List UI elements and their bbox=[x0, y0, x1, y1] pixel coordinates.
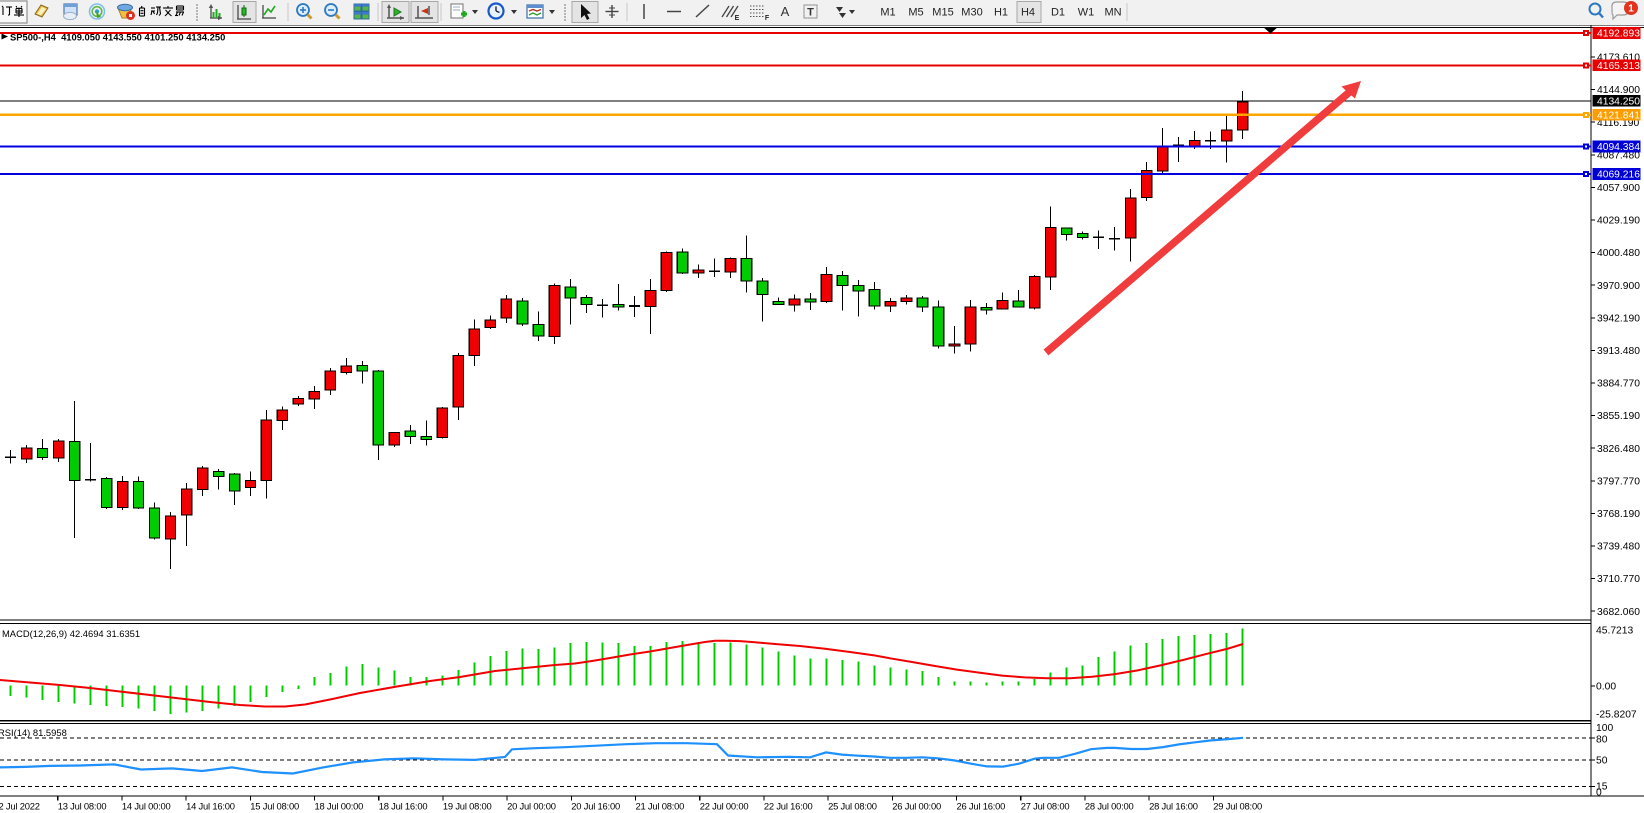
svg-text:W1: W1 bbox=[1078, 7, 1095, 19]
svg-text:4121.841: 4121.841 bbox=[1597, 110, 1640, 121]
svg-text:3855.190: 3855.190 bbox=[1597, 411, 1640, 422]
svg-text:E: E bbox=[735, 15, 740, 22]
svg-text:26 Jul 16:00: 26 Jul 16:00 bbox=[957, 801, 1006, 812]
svg-text:4173.610: 4173.610 bbox=[1597, 53, 1640, 64]
svg-text:80: 80 bbox=[1596, 735, 1608, 746]
svg-text:4087.480: 4087.480 bbox=[1597, 150, 1640, 161]
svg-text:M15: M15 bbox=[932, 7, 953, 19]
svg-text:20 Jul 16:00: 20 Jul 16:00 bbox=[571, 801, 620, 812]
svg-text:4165.313: 4165.313 bbox=[1597, 61, 1640, 72]
svg-text:F: F bbox=[765, 15, 770, 22]
svg-text:18 Jul 00:00: 18 Jul 00:00 bbox=[315, 801, 364, 812]
svg-text:100: 100 bbox=[1596, 723, 1613, 734]
svg-text:3970.900: 3970.900 bbox=[1597, 281, 1640, 292]
svg-text:4134.250: 4134.250 bbox=[1597, 97, 1640, 108]
svg-text:28 Jul 00:00: 28 Jul 00:00 bbox=[1085, 801, 1134, 812]
svg-text:SP500-,H4 4109.050 4143.550 4: SP500-,H4 4109.050 4143.550 4101.250 413… bbox=[10, 32, 225, 43]
svg-text:12 Jul 2022: 12 Jul 2022 bbox=[0, 801, 40, 812]
svg-text:MACD(12,26,9) 42.4694 31.6351: MACD(12,26,9) 42.4694 31.6351 bbox=[2, 628, 140, 639]
svg-text:4069.216: 4069.216 bbox=[1597, 170, 1640, 181]
svg-text:25 Jul 08:00: 25 Jul 08:00 bbox=[828, 801, 877, 812]
svg-text:4144.900: 4144.900 bbox=[1597, 85, 1640, 96]
svg-text:A: A bbox=[781, 4, 790, 19]
svg-text:14 Jul 16:00: 14 Jul 16:00 bbox=[186, 801, 235, 812]
svg-text:MN: MN bbox=[1104, 7, 1121, 19]
svg-text:50: 50 bbox=[1596, 756, 1608, 767]
svg-text:0.00: 0.00 bbox=[1596, 682, 1616, 693]
svg-text:3739.480: 3739.480 bbox=[1597, 542, 1640, 553]
svg-text:T: T bbox=[807, 7, 814, 19]
svg-text:M5: M5 bbox=[908, 7, 923, 19]
svg-text:M30: M30 bbox=[961, 7, 982, 19]
svg-text:21 Jul 08:00: 21 Jul 08:00 bbox=[636, 801, 685, 812]
svg-text:3768.190: 3768.190 bbox=[1597, 509, 1640, 520]
svg-text:14 Jul 00:00: 14 Jul 00:00 bbox=[122, 801, 171, 812]
svg-text:13 Jul 08:00: 13 Jul 08:00 bbox=[58, 801, 107, 812]
svg-text:4116.190: 4116.190 bbox=[1597, 118, 1639, 129]
svg-text:1: 1 bbox=[1628, 4, 1634, 15]
svg-text:26 Jul 00:00: 26 Jul 00:00 bbox=[892, 801, 941, 812]
svg-text:3710.770: 3710.770 bbox=[1597, 574, 1640, 585]
svg-text:H4: H4 bbox=[1021, 7, 1035, 19]
svg-text:3826.480: 3826.480 bbox=[1597, 444, 1640, 455]
svg-text:D1: D1 bbox=[1051, 7, 1065, 19]
svg-text:20 Jul 00:00: 20 Jul 00:00 bbox=[507, 801, 556, 812]
svg-text:3942.190: 3942.190 bbox=[1597, 313, 1640, 324]
svg-text:0: 0 bbox=[1596, 788, 1602, 799]
svg-text:3913.480: 3913.480 bbox=[1597, 346, 1640, 357]
svg-text:27 Jul 08:00: 27 Jul 08:00 bbox=[1021, 801, 1070, 812]
svg-text:-25.8207: -25.8207 bbox=[1596, 710, 1637, 721]
svg-text:4029.190: 4029.190 bbox=[1597, 216, 1640, 227]
svg-text:RSI(14) 81.5958: RSI(14) 81.5958 bbox=[0, 727, 67, 738]
svg-text:45.7213: 45.7213 bbox=[1596, 626, 1633, 637]
svg-text:M1: M1 bbox=[880, 7, 895, 19]
svg-text:3884.770: 3884.770 bbox=[1597, 379, 1640, 390]
svg-text:4192.893: 4192.893 bbox=[1597, 29, 1640, 40]
svg-text:15 Jul 08:00: 15 Jul 08:00 bbox=[250, 801, 299, 812]
svg-text:19 Jul 08:00: 19 Jul 08:00 bbox=[443, 801, 492, 812]
svg-text:22 Jul 16:00: 22 Jul 16:00 bbox=[764, 801, 813, 812]
svg-text:4000.480: 4000.480 bbox=[1597, 248, 1640, 259]
svg-text:15: 15 bbox=[1596, 782, 1608, 793]
svg-text:3797.770: 3797.770 bbox=[1597, 476, 1640, 487]
svg-text:3682.060: 3682.060 bbox=[1597, 607, 1640, 618]
svg-text:4057.900: 4057.900 bbox=[1597, 183, 1640, 194]
svg-text:22 Jul 00:00: 22 Jul 00:00 bbox=[700, 801, 749, 812]
svg-text:28 Jul 16:00: 28 Jul 16:00 bbox=[1149, 801, 1198, 812]
svg-text:18 Jul 16:00: 18 Jul 16:00 bbox=[379, 801, 428, 812]
svg-text:29 Jul 08:00: 29 Jul 08:00 bbox=[1213, 801, 1262, 812]
svg-text:H1: H1 bbox=[994, 7, 1008, 19]
svg-text:4094.384: 4094.384 bbox=[1597, 142, 1640, 153]
